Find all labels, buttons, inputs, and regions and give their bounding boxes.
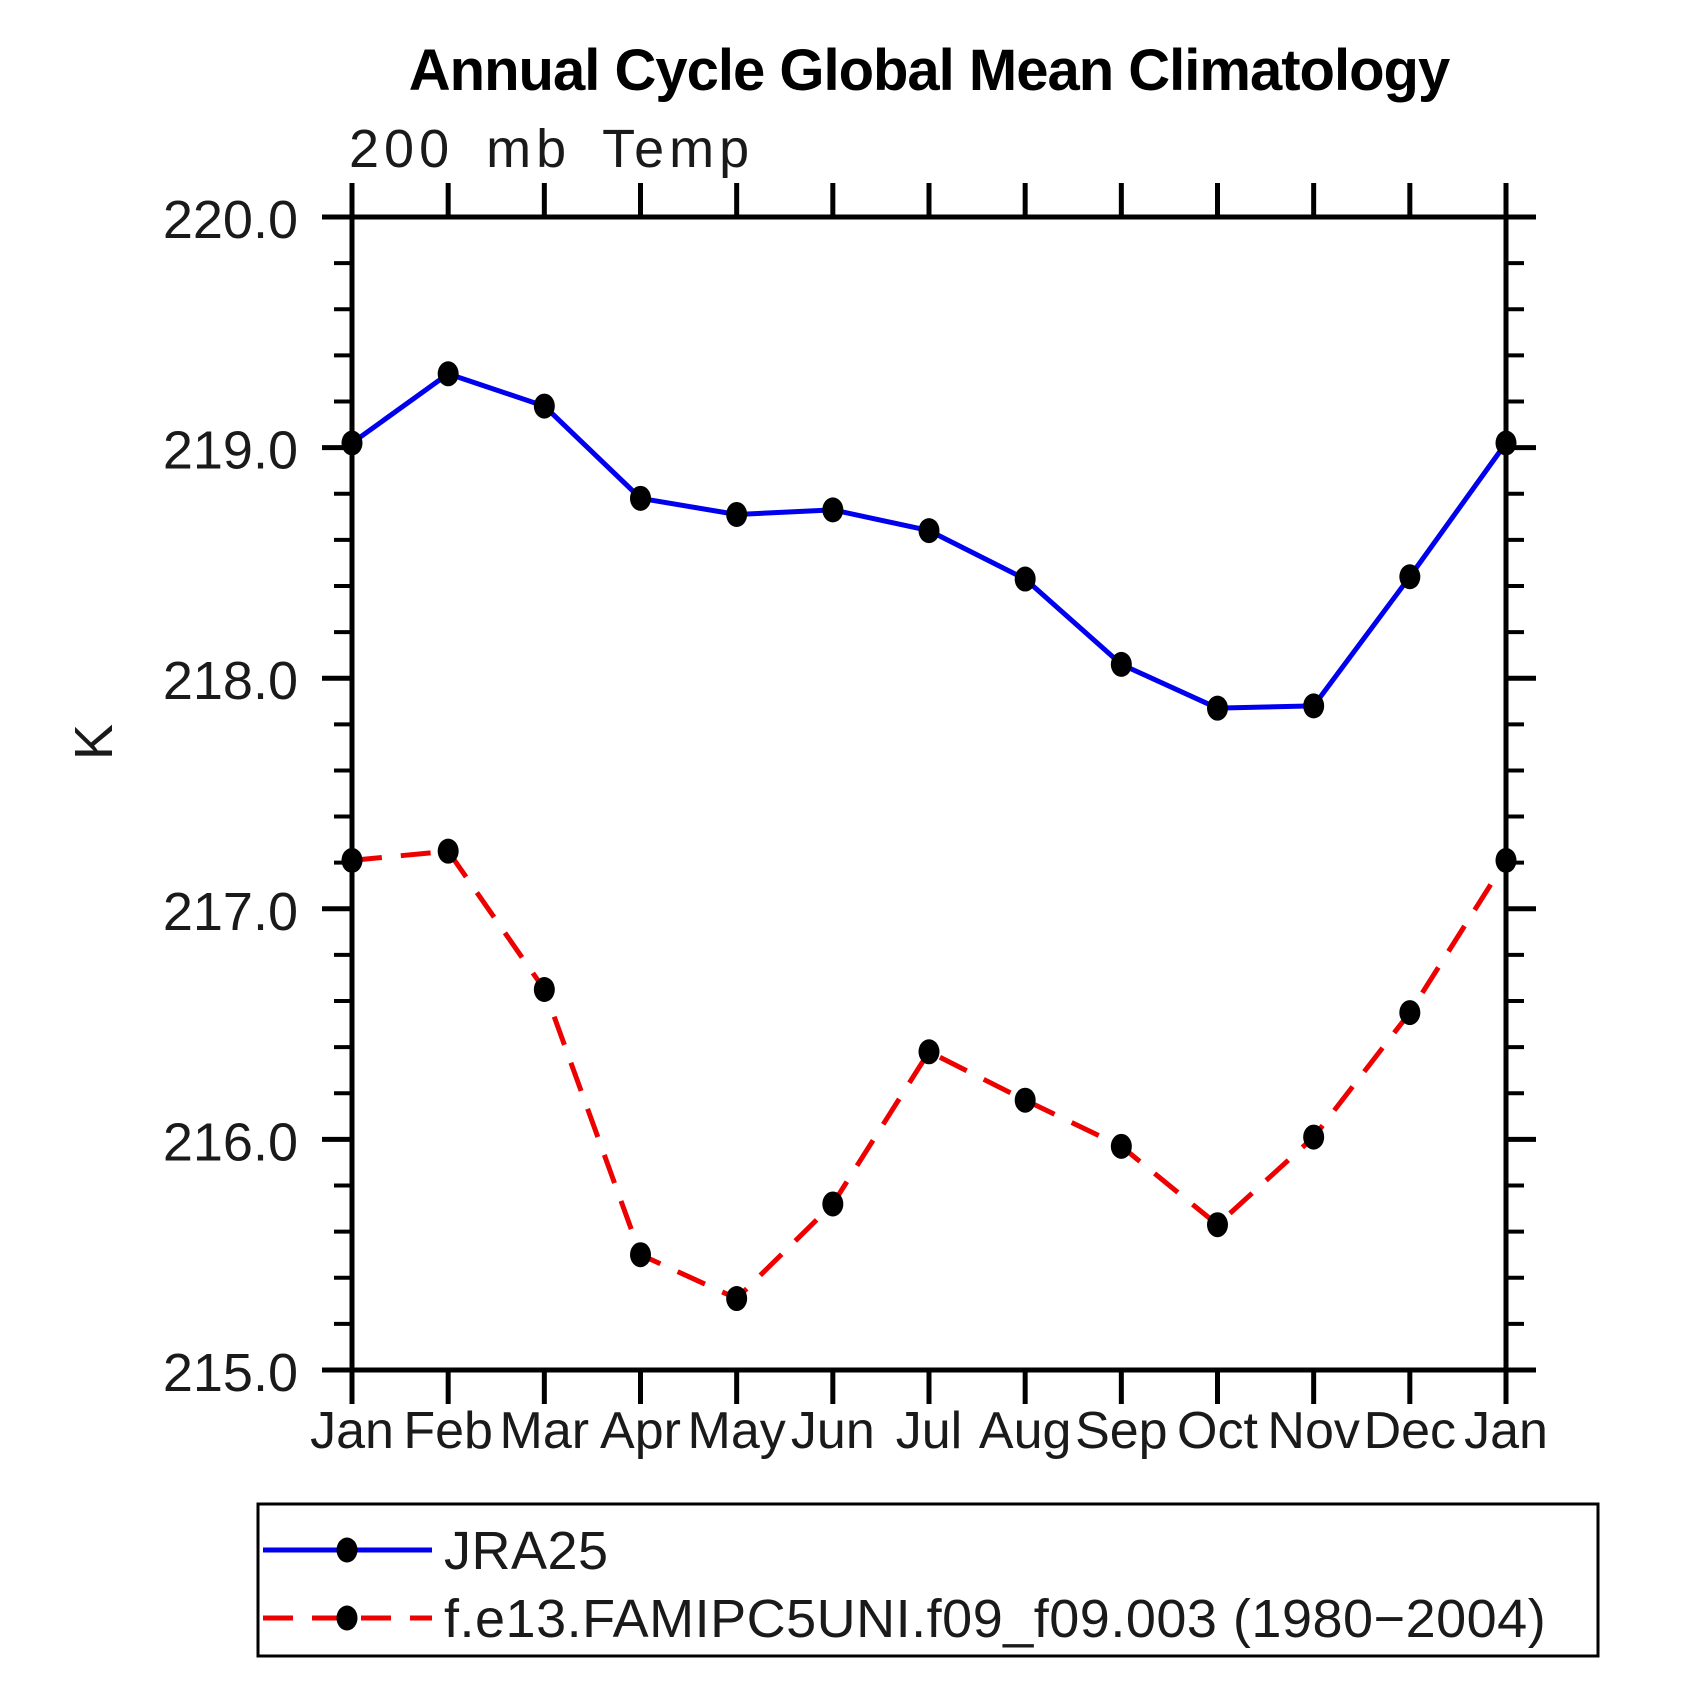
x-tick-label: Nov (1267, 1402, 1359, 1460)
legend-marker-icon (336, 1605, 358, 1631)
data-point-marker (1303, 693, 1325, 719)
x-tick-label: Jan (1464, 1402, 1548, 1460)
data-point-marker (726, 501, 748, 527)
x-tick-label: Apr (600, 1402, 681, 1460)
y-tick-label: 218.0 (163, 651, 298, 711)
y-axis-label: K (64, 724, 124, 760)
data-point-marker (918, 1039, 940, 1065)
data-point-marker (1495, 847, 1517, 873)
data-point-marker (1110, 1133, 1132, 1159)
data-point-marker (437, 361, 459, 387)
x-tick-label: Jan (310, 1402, 394, 1460)
data-point-marker (726, 1286, 748, 1312)
data-point-marker (1014, 566, 1036, 592)
y-tick-label: 220.0 (163, 190, 298, 250)
data-point-marker (822, 1191, 844, 1217)
data-point-marker (437, 838, 459, 864)
x-tick-label: Feb (403, 1402, 493, 1460)
legend-frame (256, 1502, 1600, 1658)
legend-label-jra25: JRA25 (444, 1521, 609, 1581)
data-point-marker (341, 847, 363, 873)
y-tick-label: 215.0 (163, 1343, 298, 1403)
data-point-marker (1014, 1087, 1036, 1113)
series-line-model (351, 848, 1509, 1302)
y-tick-label: 216.0 (163, 1112, 298, 1172)
data-point-marker (630, 485, 651, 511)
chart-subtitle: 200 mb Temp (349, 119, 754, 179)
legend-box: JRA25 f.e13.FAMIPC5UNI.f09_f09.003 (1980… (256, 1502, 1600, 1658)
data-point-marker (1110, 651, 1132, 677)
data-point-marker (1303, 1124, 1325, 1150)
data-point-marker (1399, 564, 1421, 590)
x-tick-label: Dec (1364, 1402, 1456, 1460)
data-point-marker (341, 430, 363, 456)
data-point-marker (630, 1242, 651, 1268)
x-tick-label: Jun (791, 1402, 875, 1460)
plot-frame (349, 214, 1509, 1373)
chart-title: Annual Cycle Global Mean Climatology (409, 38, 1450, 103)
data-point-marker (1399, 1000, 1421, 1026)
data-point-marker (1207, 1212, 1228, 1238)
x-tick-label: May (688, 1402, 786, 1460)
legend-label-model: f.e13.FAMIPC5UNI.f09_f09.003 (1980−2004) (444, 1589, 1546, 1649)
x-tick-label: Sep (1075, 1402, 1168, 1460)
legend-marker-icon (336, 1537, 358, 1563)
y-tick-label: 219.0 (163, 421, 298, 481)
data-point-marker (533, 393, 555, 419)
x-tick-label: Oct (1177, 1402, 1258, 1460)
data-point-marker (1207, 695, 1228, 721)
data-point-marker (822, 497, 844, 523)
y-tick-label: 217.0 (163, 882, 298, 942)
data-point-marker (1495, 430, 1517, 456)
data-point-marker (918, 518, 940, 544)
x-tick-label: Mar (500, 1402, 590, 1460)
data-point-marker (533, 977, 555, 1003)
x-tick-label: Aug (979, 1402, 1072, 1460)
x-tick-label: Jul (896, 1402, 962, 1460)
